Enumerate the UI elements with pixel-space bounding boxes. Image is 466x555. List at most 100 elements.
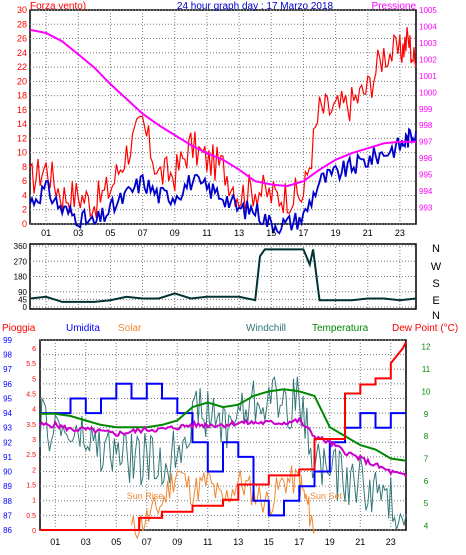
pressure-tick-label: 1000: [419, 88, 437, 97]
wind-pressure-series: [29, 26, 417, 235]
hour-tick-label: 15: [264, 537, 274, 547]
humidity-tick-label: 94: [3, 409, 12, 418]
legend-label: Windchill: [246, 323, 286, 334]
temperature-axis-ticks: 4 5 6 7 8 9 10 11 12: [422, 343, 431, 531]
humidity-tick-label: 87: [3, 511, 12, 520]
hour-axis-ticks-top: 01 03 05 07 09 11 13 15 17 19 21 23: [41, 228, 405, 238]
humidity-tick-label: 88: [3, 497, 12, 506]
hour-tick-label: 05: [105, 228, 115, 238]
wind-tick-label: 4: [22, 190, 27, 200]
compass-label: S: [432, 278, 439, 290]
pressure-tick-label: 1002: [419, 55, 437, 64]
pressure-tick-label: 993: [419, 204, 433, 213]
hour-axis-ticks-bottom: 01 03 05 07 09 11 13 15 17 19 21 23: [50, 537, 396, 547]
hour-tick-label: 03: [81, 537, 91, 547]
wind-tick-label: 30: [17, 5, 27, 15]
rain-tick-label: 4.5: [26, 392, 36, 399]
rain-tick-label: 3.5: [26, 422, 36, 429]
temperature-tick-label: 8: [424, 432, 429, 441]
hour-tick-label: 07: [142, 537, 152, 547]
pressure-tick-label: 999: [419, 105, 433, 114]
rain-tick-label: 2.5: [26, 452, 36, 459]
humidity-tick-label: 93: [3, 424, 12, 433]
pressure-tick-label: 998: [419, 121, 433, 130]
dewpoint-line: [39, 416, 407, 477]
humidity-tick-label: 89: [3, 482, 12, 491]
pressure-tick-label: 997: [419, 138, 433, 147]
hour-tick-label: 13: [234, 228, 244, 238]
hour-tick-label: 01: [41, 228, 51, 238]
wind-tick-label: 28: [17, 19, 27, 29]
rain-tick-label: 1: [32, 498, 36, 505]
sun-rise-label: Sun Rise: [127, 491, 164, 501]
rain-humidity-temp-series: [39, 341, 407, 540]
legend-label: Dew Point (°C): [392, 323, 458, 334]
hour-tick-label: 17: [298, 228, 308, 238]
wind-tick-label: 0: [22, 219, 27, 229]
pressure-line: [29, 28, 416, 188]
wind-direction-line: [29, 248, 417, 303]
humidity-tick-label: 95: [3, 394, 12, 403]
hour-tick-label: 09: [172, 537, 182, 547]
temperature-tick-label: 4: [424, 522, 429, 531]
temperature-tick-label: 11: [422, 365, 431, 374]
compass-label: W: [431, 261, 442, 273]
hour-tick-label: 21: [355, 537, 365, 547]
rain-tick-label: 0: [32, 528, 36, 535]
rain-tick-label: 3: [32, 437, 36, 444]
rain-tick-label: 2: [32, 467, 36, 474]
hour-tick-label: 11: [202, 228, 211, 238]
pressure-axis-label: Pressione: [372, 1, 417, 12]
wind-tick-label: 26: [17, 34, 27, 44]
sun-set-label: Sun Set: [310, 491, 343, 501]
wind-tick-label: 22: [17, 62, 27, 72]
direction-tick-label: 360: [14, 242, 28, 251]
rain-tick-label: 4: [32, 407, 36, 414]
legend-label: Pioggia: [2, 323, 36, 334]
wind-tick-label: 20: [17, 76, 27, 86]
pressure-tick-label: 996: [419, 154, 433, 163]
wind-tick-label: 2: [22, 205, 27, 215]
hour-tick-label: 19: [331, 228, 341, 238]
pressure-tick-label: 1005: [419, 6, 437, 15]
temperature-tick-label: 10: [422, 387, 431, 396]
pressure-tick-label: 995: [419, 171, 433, 180]
hour-tick-label: 17: [294, 537, 304, 547]
wind-pressure-grid: [30, 9, 416, 225]
humidity-rain-axis-ticks: 86 87 88 89 90 91 92 93 94 95 96 97 98 99 0 0.5 1 1.5 2 2.5…: [3, 336, 36, 535]
rain-line: [40, 341, 407, 531]
humidity-tick-label: 99: [3, 336, 12, 345]
hour-tick-label: 23: [395, 228, 405, 238]
temperature-tick-label: 6: [424, 477, 429, 486]
wind-pressure-frame: [29, 9, 417, 225]
solar-line: [131, 465, 315, 540]
direction-tick-label: 90: [18, 288, 27, 297]
hour-tick-label: 09: [170, 228, 180, 238]
pressure-tick-label: 1004: [419, 22, 437, 31]
rain-tick-label: 1.5: [26, 483, 36, 490]
legend-label: Temperatura: [312, 323, 369, 334]
pressure-axis-ticks: 993 994 995 996 997 998 999 1000 1001 1002 1003 100…: [419, 6, 437, 213]
compass-label: N: [432, 310, 440, 322]
direction-tick-label: 270: [14, 257, 28, 266]
hour-tick-label: 05: [111, 537, 121, 547]
humidity-tick-label: 86: [3, 526, 12, 535]
wind-tick-label: 10: [17, 148, 27, 158]
rain-tick-label: 5.5: [26, 361, 36, 368]
compass-label: N: [432, 243, 440, 255]
wind-tick-label: 8: [22, 162, 27, 172]
legend-label: Umidita: [66, 323, 100, 334]
hour-tick-label: 19: [325, 537, 335, 547]
pressure-tick-label: 1001: [419, 72, 437, 81]
hour-tick-label: 15: [266, 228, 276, 238]
temperature-tick-label: 9: [424, 410, 429, 419]
wind-tick-label: 16: [17, 105, 27, 115]
wind-direction-series: [29, 248, 417, 303]
hour-tick-label: 23: [386, 537, 396, 547]
wind-tick-label: 12: [17, 133, 27, 143]
compass-label: E: [432, 295, 439, 307]
